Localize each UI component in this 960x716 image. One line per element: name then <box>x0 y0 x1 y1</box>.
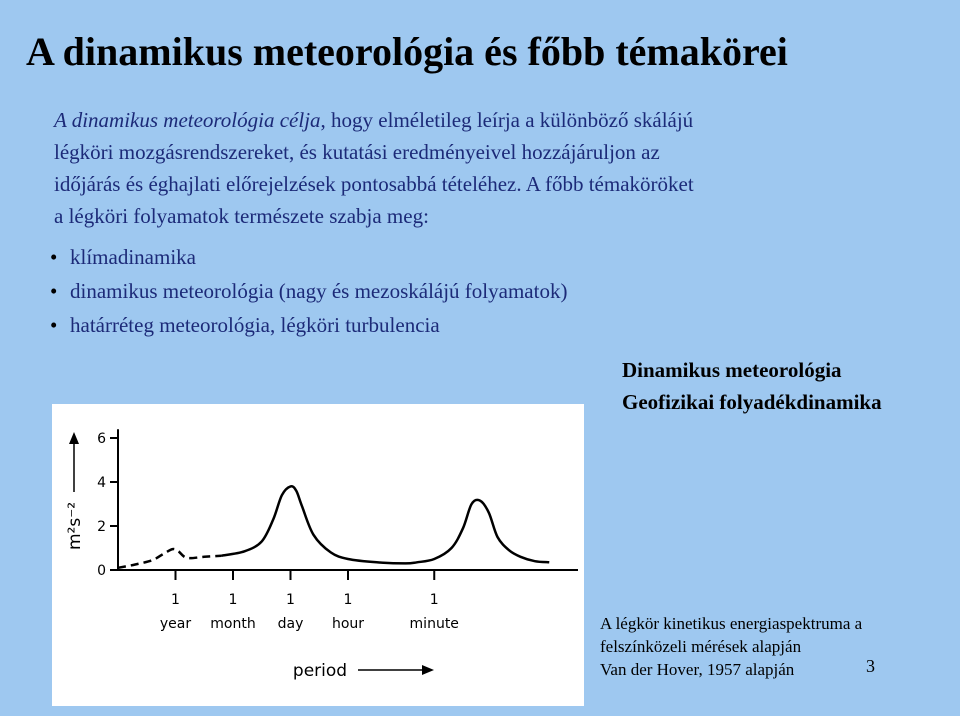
page-title: A dinamikus meteorológia és főbb témakör… <box>26 29 788 74</box>
intro-line-4: a légköri folyamatok természete szabja m… <box>54 204 429 228</box>
y-axis-label: m²s⁻² <box>65 502 85 550</box>
list-item-label: határréteg meteorológia, légköri turbule… <box>70 313 440 337</box>
x-tick-label: minute <box>410 616 459 632</box>
energy-spectrum-chart: 0 2 4 6 m²s⁻² 1 year 1 month 1 day 1 hour 1 minute peri… <box>52 404 584 706</box>
intro-line-3: időjárás és éghajlati előrejelzések pont… <box>54 172 694 196</box>
intro-line-1: A dinamikus meteorológia célja, hogy elm… <box>54 104 934 136</box>
caption-line-2: felszínközeli mérések alapján <box>600 637 802 656</box>
intro-line-1-rest: , hogy elméletileg leírja a különböző sk… <box>320 108 694 132</box>
x-tick-label: year <box>160 616 191 632</box>
field-heading: Dinamikus meteorológia Geofizikai folyad… <box>622 354 882 418</box>
x-label-arrow-head <box>422 665 434 675</box>
caption-line-3: Van der Hover, 1957 alapján <box>600 660 795 679</box>
y-tick-label: 0 <box>97 563 106 579</box>
list-item: • határréteg meteorológia, légköri turbul… <box>50 308 567 342</box>
x-tick-value: 1 <box>171 592 180 608</box>
list-item: • klímadinamika <box>50 240 567 274</box>
x-tick-value: 1 <box>430 592 439 608</box>
intro-line-2: légköri mozgásrendszereket, és kutatási … <box>54 140 660 164</box>
caption-line-1: A légkör kinetikus energiaspektruma a <box>600 614 863 633</box>
x-tick-label: day <box>278 616 304 632</box>
x-tick-value: 1 <box>344 592 353 608</box>
topic-list: • klímadinamika • dinamikus meteorológia (… <box>50 240 567 342</box>
intro-italic-lead: A dinamikus meteorológia célja <box>54 108 321 132</box>
series-line-dashed <box>117 547 222 570</box>
x-tick-value: 1 <box>229 592 238 608</box>
list-item: • dinamikus meteorológia (nagy és mezoská… <box>50 274 567 308</box>
x-tick-label: month <box>210 616 255 632</box>
bullet-icon: • <box>50 313 58 337</box>
field-heading-line-2: Geofizikai folyadékdinamika <box>622 390 882 414</box>
list-item-label: dinamikus meteorológia (nagy és mezoskál… <box>70 279 568 303</box>
x-tick-value: 1 <box>286 592 295 608</box>
bullet-icon: • <box>50 245 58 269</box>
chart-caption: A légkör kinetikus energiaspektruma a fe… <box>600 612 862 681</box>
bullet-icon: • <box>50 279 58 303</box>
y-tick-label: 2 <box>97 519 106 535</box>
x-tick-label: hour <box>332 616 364 632</box>
series-line-solid <box>221 484 550 565</box>
field-heading-line-1: Dinamikus meteorológia <box>622 358 842 382</box>
page-number: 3 <box>866 656 875 676</box>
y-label-arrow-head <box>69 432 79 444</box>
x-axis-label: period <box>293 661 347 681</box>
y-tick-label: 4 <box>97 475 106 491</box>
chart-svg: 0 2 4 6 m²s⁻² 1 year 1 month 1 day 1 hour 1 minute peri… <box>65 429 578 681</box>
intro-paragraph: A dinamikus meteorológia célja, hogy elm… <box>54 104 934 232</box>
y-tick-label: 6 <box>97 431 106 447</box>
list-item-label: klímadinamika <box>70 245 196 269</box>
